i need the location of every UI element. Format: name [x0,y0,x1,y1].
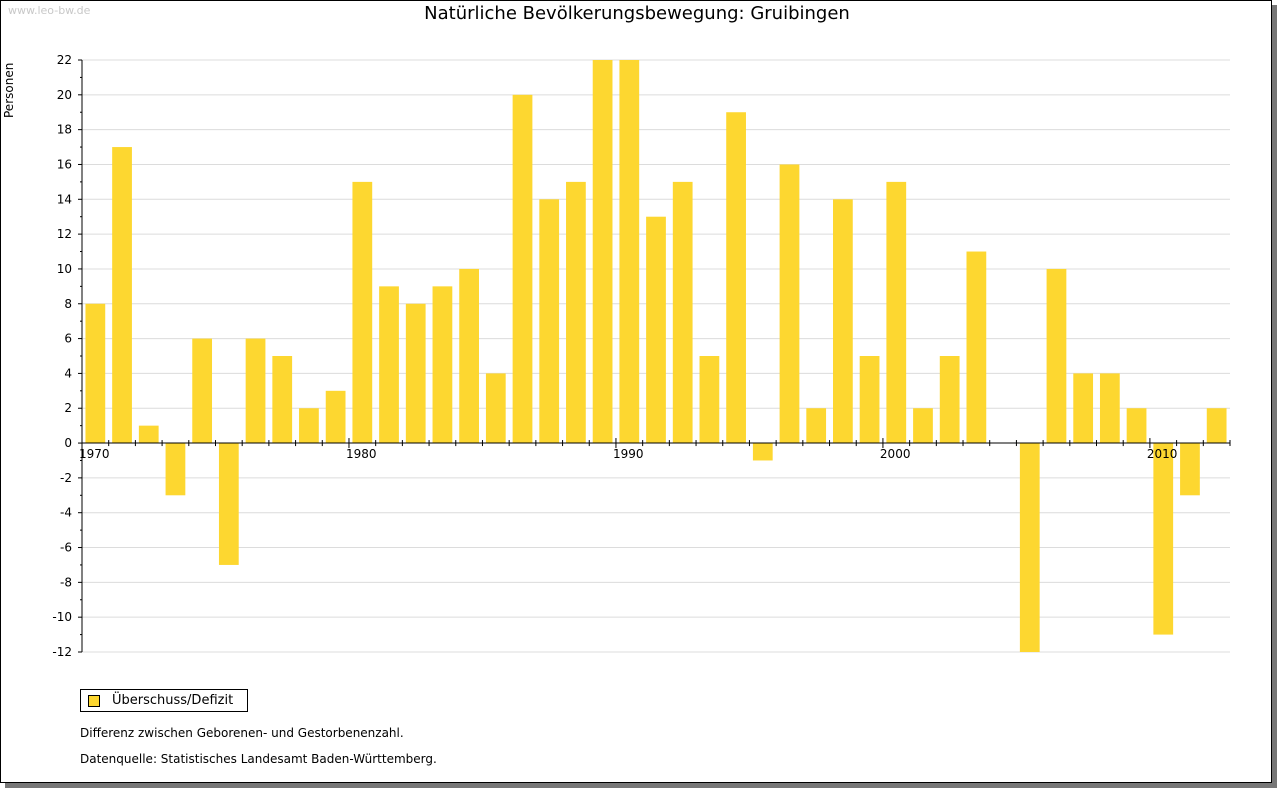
y-tick-label: -2 [60,471,72,485]
bar [512,94,533,444]
chart-title: Natürliche Bevölkerungsbewegung: Gruibin… [424,3,850,24]
bar [352,181,373,444]
bar [299,408,319,444]
bar [1206,408,1227,444]
y-tick-label: 16 [57,157,72,171]
y-tick-label: 12 [57,227,72,241]
y-tick-label: -6 [60,541,72,555]
y-tick-label: 8 [64,297,72,311]
bar [85,303,106,444]
y-tick-label: 2 [64,401,72,415]
bar [566,181,586,444]
note-difference: Differenz zwischen Geborenen- und Gestor… [80,726,404,740]
bar [886,181,907,444]
y-tick-label: 6 [64,332,72,346]
bar [1153,443,1174,635]
bar [485,373,506,444]
y-tick-label: -4 [60,506,72,520]
bar [939,356,960,444]
bar [539,199,560,444]
bar [432,286,453,444]
bar [779,164,800,444]
y-tick-label: -10 [52,610,72,624]
bar [672,181,693,444]
bar [913,408,933,444]
bar [592,60,613,444]
y-tick-label: 18 [57,123,72,137]
y-tick-label: -8 [60,575,72,589]
bar [859,356,880,444]
bar [699,356,720,444]
bar [726,112,746,444]
x-tick-label: 1980 [346,447,377,461]
bar [112,147,132,444]
y-tick-label: 10 [57,262,72,276]
bar [1073,373,1094,444]
bar [459,268,479,444]
x-tick-label: 1990 [613,447,644,461]
bar [833,199,853,444]
bar [325,390,346,444]
y-tick-label: 4 [64,366,72,380]
bar [218,443,239,565]
bar [806,408,827,444]
watermark-text: www.leo-bw.de [8,4,91,17]
bar [165,443,186,496]
x-tick-label: 2000 [880,447,911,461]
bar [966,251,987,444]
bar [1126,408,1147,444]
bar [245,338,266,444]
bar [192,338,213,444]
bar [752,443,773,461]
bar [379,286,399,444]
bar [405,303,426,444]
y-tick-label: -12 [52,645,72,659]
legend: Überschuss/Defizit [80,689,248,712]
x-tick-label: 1970 [79,447,110,461]
bar [1099,373,1120,444]
bar [138,425,159,444]
bar [1019,443,1040,652]
bar [646,216,666,444]
y-tick-label: 14 [57,192,72,206]
bar [1046,268,1067,444]
legend-swatch [88,694,100,707]
bar [1180,443,1200,496]
bar [272,356,293,444]
y-tick-label: 22 [57,53,72,67]
x-tick-label: 2010 [1147,447,1178,461]
y-tick-label: 20 [57,88,72,102]
legend-label: Überschuss/Defizit [112,693,234,708]
y-tick-label: 0 [64,436,72,450]
bar [619,60,640,444]
note-source: Datenquelle: Statistisches Landesamt Bad… [80,752,437,766]
